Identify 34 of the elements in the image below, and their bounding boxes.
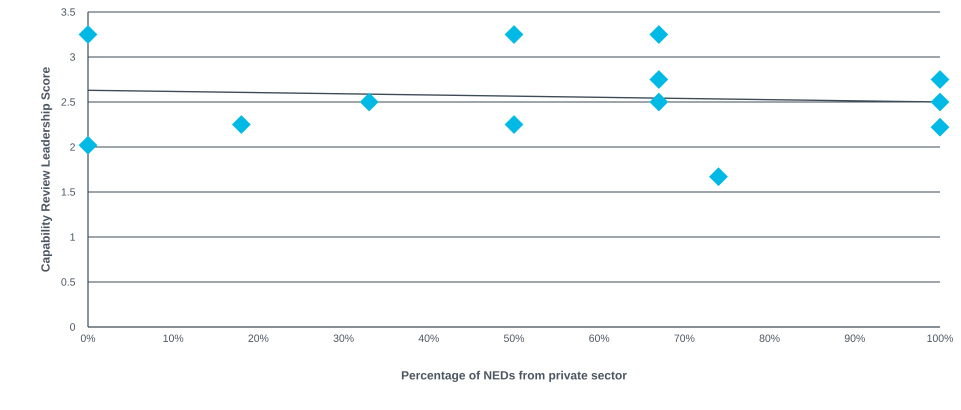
point [930, 70, 950, 89]
y-tick-label: 2.5 [61, 98, 76, 106]
point [78, 25, 98, 44]
y-tick-label: 2 [70, 143, 75, 151]
x-tick-label: 20% [248, 334, 268, 342]
point [649, 92, 668, 112]
x-tick-label: 70% [674, 334, 694, 342]
point [709, 167, 728, 186]
point [504, 25, 524, 44]
x-tick-label: 60% [589, 334, 610, 342]
point [649, 70, 668, 89]
x-tick-label: 0% [80, 334, 96, 342]
y-axis-title: Capability Review Leadership Score [40, 67, 52, 272]
x-tick-label: 40% [418, 334, 439, 342]
x-tick-label: 100% [927, 334, 954, 342]
x-tick-label: 10% [164, 334, 184, 342]
y-tick-label: 1.5 [62, 188, 76, 196]
y-tick-label: 3 [70, 53, 76, 61]
point [78, 136, 98, 155]
point [232, 115, 251, 134]
x-tick-label: 90% [844, 334, 865, 342]
x-axis-title: Percentage of NEDs from private sector [402, 370, 627, 382]
point [649, 25, 668, 44]
y-tick-label: 3.5 [61, 8, 76, 16]
point [930, 118, 950, 137]
y-tick-label: 1 [70, 233, 75, 241]
point [504, 115, 524, 134]
y-tick-label: 0 [70, 323, 76, 331]
y-tick-label: 0.5 [61, 278, 76, 286]
x-tick-label: 30% [334, 334, 354, 342]
x-tick-label: 50% [504, 334, 524, 342]
point [930, 92, 950, 112]
x-tick-label: 80% [760, 334, 780, 342]
point [360, 92, 379, 112]
